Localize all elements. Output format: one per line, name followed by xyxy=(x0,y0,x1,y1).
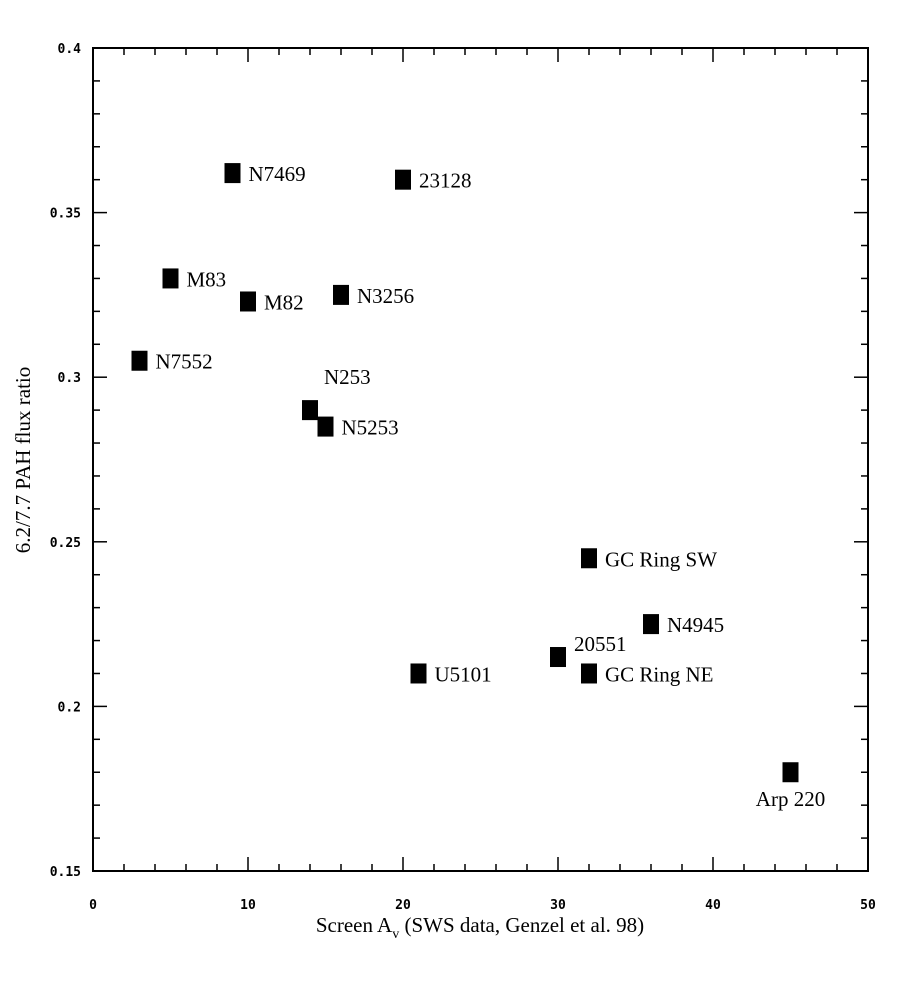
axis-ticks xyxy=(92,47,869,872)
x-tick-label: 30 xyxy=(550,898,566,913)
point-label: N5253 xyxy=(342,416,399,440)
point-label: N7552 xyxy=(156,350,213,374)
data-point xyxy=(581,548,597,569)
data-point xyxy=(224,163,241,184)
data-point xyxy=(550,647,566,668)
point-label: GC Ring SW xyxy=(605,547,717,571)
y-tick-label: 0.35 xyxy=(50,207,81,222)
y-tick-label: 0.2 xyxy=(58,700,81,715)
data-point xyxy=(302,400,318,421)
data-point xyxy=(131,350,148,371)
x-tick-label: 20 xyxy=(395,898,411,913)
data-point xyxy=(782,762,799,783)
data-point xyxy=(410,663,427,684)
point-label: N7469 xyxy=(249,162,306,186)
data-point xyxy=(317,416,334,437)
data-point xyxy=(333,284,349,305)
y-tick-label: 0.3 xyxy=(58,371,81,386)
y-tick-label: 0.15 xyxy=(50,865,81,880)
point-label: GC Ring NE xyxy=(605,662,714,686)
data-point xyxy=(581,663,597,684)
tick-labels: 0 10 20 30 40 50 0.15 0.2 0.25 0.3 0.35 0.4 xyxy=(50,42,876,913)
y-tick-label: 0.4 xyxy=(58,42,82,57)
plot-frame xyxy=(92,47,869,872)
x-tick-label: 10 xyxy=(240,898,256,913)
point-label: 23128 xyxy=(419,169,472,193)
x-tick-label: 50 xyxy=(860,898,876,913)
data-point xyxy=(643,614,659,635)
data-point xyxy=(395,169,411,190)
point-label: M82 xyxy=(264,290,304,314)
point-label: N253 xyxy=(324,365,371,389)
point-label: U5101 xyxy=(435,662,492,686)
data-point xyxy=(162,268,179,289)
point-label: Arp 220 xyxy=(756,787,825,811)
x-axis-title: Screen Av (SWS data, Genzel et al. 98) xyxy=(316,913,644,942)
point-label: M83 xyxy=(187,267,227,291)
point-labels: N7469 23128 M83 M82 N3256 N7552 N253 N5253 GC Ri… xyxy=(156,162,826,811)
point-label: 20551 xyxy=(574,632,627,656)
point-label: N4945 xyxy=(667,613,724,637)
y-tick-label: 0.25 xyxy=(50,536,81,551)
x-tick-label: 40 xyxy=(705,898,721,913)
data-point xyxy=(240,291,256,312)
point-label: N3256 xyxy=(357,284,414,308)
y-axis-title: 6.2/7.7 PAH flux ratio xyxy=(11,367,35,553)
x-tick-label: 0 xyxy=(89,898,97,913)
data-points xyxy=(131,163,799,783)
